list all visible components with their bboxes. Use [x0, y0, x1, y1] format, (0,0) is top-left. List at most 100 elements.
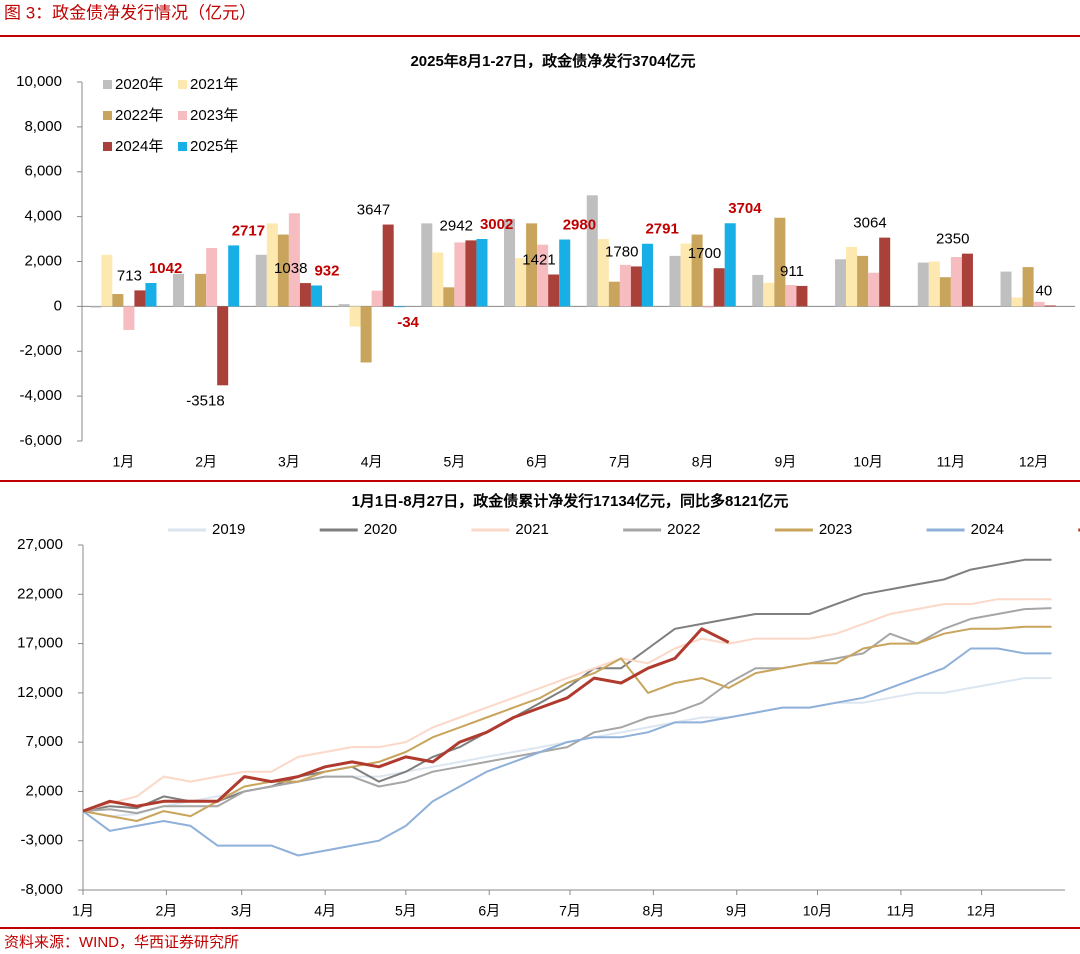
bar — [465, 240, 477, 307]
data-label: 3704 — [728, 200, 762, 217]
x-tick-label: 9月 — [774, 454, 796, 470]
bar — [950, 257, 962, 307]
bar — [371, 290, 383, 307]
data-label: 2942 — [440, 217, 473, 234]
line — [82, 647, 1052, 857]
page-title: 图 3：政金债净发行情况（亿元） — [4, 3, 256, 22]
line — [82, 625, 1052, 822]
bar — [145, 282, 157, 307]
legend-label: 2021年 — [190, 76, 238, 93]
y-tick-label: -3,000 — [20, 832, 63, 849]
bar — [752, 274, 764, 307]
y-tick-label: 8,000 — [24, 118, 62, 135]
y-tick-label: 6,000 — [24, 163, 62, 180]
bar — [338, 304, 350, 307]
bar — [266, 223, 278, 307]
y-tick-label: 2,000 — [25, 782, 63, 799]
x-tick-label: 4月 — [314, 903, 336, 919]
x-tick-label: 12月 — [967, 903, 997, 919]
bar — [785, 285, 797, 307]
y-tick-label: 4,000 — [24, 208, 62, 225]
y-tick-label: 0 — [54, 297, 62, 314]
bar — [360, 306, 372, 363]
data-label: 713 — [117, 267, 142, 284]
line — [82, 558, 1052, 813]
bar — [255, 254, 267, 307]
x-tick-label: 2月 — [156, 903, 178, 919]
data-label: 911 — [780, 263, 804, 280]
bar — [597, 239, 609, 307]
bar — [835, 259, 847, 307]
bar — [443, 287, 455, 307]
bar — [879, 237, 891, 307]
data-label: 1421 — [522, 251, 555, 268]
bar — [454, 242, 466, 307]
bar — [173, 273, 185, 307]
legend-label: 2024年 — [115, 138, 163, 155]
bar — [288, 213, 300, 307]
bar — [939, 277, 951, 307]
data-label: 1038 — [274, 260, 307, 277]
bar — [608, 281, 620, 307]
y-tick-label: 2,000 — [24, 252, 62, 269]
bar — [1022, 267, 1034, 307]
x-tick-label: 10月 — [853, 454, 883, 470]
bar — [691, 234, 703, 307]
bar — [1000, 271, 1012, 307]
bar — [961, 253, 973, 307]
bar — [724, 223, 736, 307]
legend-swatch — [178, 111, 187, 120]
bar — [393, 306, 405, 308]
x-tick-label: 1月 — [72, 903, 94, 919]
source: 资料来源：WIND，华西证券研究所 — [4, 934, 239, 951]
y-tick-label: 7,000 — [25, 733, 63, 750]
bar — [619, 264, 631, 307]
y-tick-label: 10,000 — [16, 73, 62, 90]
x-tick-label: 6月 — [526, 454, 548, 470]
legend-label: 2021 — [515, 521, 548, 538]
x-tick-label: 9月 — [726, 903, 748, 919]
x-tick-label: 3月 — [231, 903, 253, 919]
data-label: 40 — [1035, 282, 1052, 299]
bar — [928, 261, 940, 307]
bar — [504, 218, 516, 307]
data-label: 2791 — [645, 221, 678, 238]
legend-swatch — [178, 80, 187, 89]
bar — [796, 285, 808, 307]
data-label: 1700 — [688, 245, 721, 262]
x-tick-label: 7月 — [609, 454, 631, 470]
bar — [382, 224, 394, 307]
data-label: 1042 — [149, 260, 182, 277]
bar — [774, 217, 786, 307]
bar — [868, 272, 880, 307]
x-tick-label: 4月 — [361, 454, 383, 470]
data-label: -3518 — [186, 392, 224, 409]
y-tick-label: 22,000 — [17, 585, 63, 602]
legend-swatch — [103, 80, 112, 89]
bar — [101, 254, 113, 307]
y-tick-label: -8,000 — [20, 881, 63, 898]
line — [82, 598, 1052, 813]
chart-title: 2025年8月1-27日，政金债净发行3704亿元 — [410, 52, 695, 70]
bar — [548, 274, 560, 307]
legend-swatch — [178, 142, 187, 151]
bar — [641, 243, 653, 307]
legend-label: 2023 — [819, 521, 852, 538]
y-tick-label: -2,000 — [19, 342, 62, 359]
bar — [432, 252, 444, 307]
bar — [112, 294, 124, 307]
data-label: 3002 — [480, 216, 513, 233]
legend-label: 2020 — [364, 521, 397, 538]
legend-label: 2019 — [212, 521, 245, 538]
bar — [421, 223, 433, 307]
bar — [1044, 305, 1056, 307]
data-label: 2350 — [936, 231, 969, 248]
y-tick-label: 27,000 — [17, 536, 63, 553]
legend-label: 2020年 — [115, 76, 163, 93]
line — [82, 607, 1052, 815]
bar — [846, 246, 858, 307]
y-tick-label: -6,000 — [19, 432, 62, 449]
bar — [763, 282, 775, 307]
bar — [1011, 297, 1023, 307]
data-label: 2717 — [232, 222, 265, 239]
